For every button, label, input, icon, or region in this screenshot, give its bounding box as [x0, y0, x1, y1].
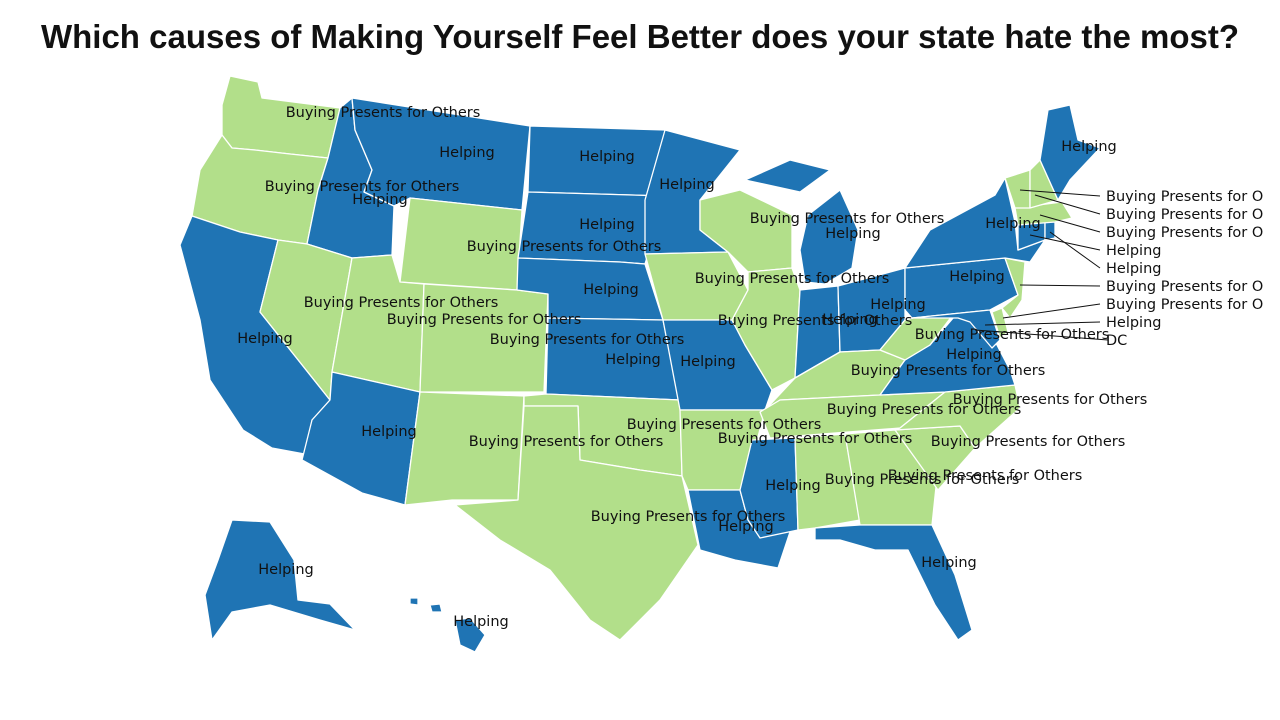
state-label-nm: Buying Presents for Others	[469, 434, 664, 450]
state-label-sc: Buying Presents for Others	[931, 434, 1126, 450]
state-label-ut: Buying Presents for Others	[387, 312, 582, 328]
state-me[interactable]	[1039, 104, 1101, 201]
state-co[interactable]	[419, 283, 549, 393]
state-label-co: Buying Presents for Others	[490, 332, 685, 348]
state-ny[interactable]	[904, 177, 1046, 269]
state-label-ia: Buying Presents for Others	[695, 271, 890, 287]
state-label-ny: Helping	[985, 216, 1040, 232]
state-label-mt: Helping	[439, 145, 494, 161]
leader-line-nh	[1034, 194, 1101, 215]
state-fl[interactable]	[814, 524, 973, 641]
state-label-md: Helping	[1106, 315, 1161, 331]
state-label-ga: Buying Presents for Others	[888, 468, 1083, 484]
leader-line-ma	[1039, 214, 1101, 233]
map-title: Which causes of Making Yourself Feel Bet…	[40, 18, 1240, 55]
leader-line-md	[984, 321, 1101, 326]
state-label-vt: Buying Presents for O	[1106, 189, 1263, 205]
state-label-mi: Helping	[825, 226, 880, 242]
state-label-ri: Helping	[1106, 261, 1161, 277]
state-label-ks: Helping	[605, 352, 660, 368]
state-label-ky: Buying Presents for Others	[851, 363, 1046, 379]
state-label-id: Helping	[352, 192, 407, 208]
state-label-ok: Buying Presents for Others	[627, 417, 822, 433]
state-label-nd: Helping	[579, 149, 634, 165]
state-label-pa: Helping	[949, 269, 1004, 285]
state-label-wy: Buying Presents for Others	[467, 239, 662, 255]
state-label-tn: Buying Presents for Others	[827, 402, 1022, 418]
state-label-sd: Helping	[579, 217, 634, 233]
state-label-va: Helping	[946, 347, 1001, 363]
state-label-ma: Buying Presents for O	[1106, 225, 1263, 241]
state-ri[interactable]	[1044, 221, 1056, 241]
state-label-mn: Helping	[659, 177, 714, 193]
state-label-az: Helping	[361, 424, 416, 440]
state-label-wv: Buying Presents for Others	[915, 327, 1110, 343]
state-label-mo: Helping	[680, 354, 735, 370]
state-label-nc: Buying Presents for Others	[953, 392, 1148, 408]
leader-line-dc	[974, 329, 1109, 341]
leader-line-de	[1002, 303, 1101, 319]
state-label-al: Buying Presents for Others	[825, 472, 1020, 488]
state-label-ne: Helping	[583, 282, 638, 298]
state-label-de: Buying Presents for O	[1106, 297, 1263, 313]
state-tx[interactable]	[454, 405, 699, 641]
state-label-tx: Buying Presents for Others	[591, 509, 786, 525]
state-nm[interactable]	[404, 391, 525, 506]
state-label-fl: Helping	[921, 555, 976, 571]
state-label-nj: Buying Presents for O	[1106, 279, 1263, 295]
state-label-il: Buying Presents for Others	[718, 313, 913, 329]
leader-line-nj	[1019, 284, 1101, 287]
leader-line-vt	[1019, 189, 1101, 197]
state-label-wa: Buying Presents for Others	[286, 105, 481, 121]
state-label-nv: Buying Presents for Others	[304, 295, 499, 311]
state-al[interactable]	[794, 433, 861, 531]
state-label-oh: Helping	[870, 297, 925, 313]
state-label-ms: Helping	[765, 478, 820, 494]
state-ak[interactable]	[204, 519, 356, 641]
state-hi[interactable]	[409, 597, 486, 653]
leader-line-ri	[1049, 231, 1101, 269]
state-label-ct: Helping	[1106, 243, 1161, 259]
state-label-ca: Helping	[237, 331, 292, 347]
state-mi[interactable]	[744, 159, 859, 285]
state-il[interactable]	[731, 267, 801, 391]
state-nj[interactable]	[1001, 257, 1026, 319]
state-label-me: Helping	[1061, 139, 1116, 155]
state-label-nh: Buying Presents for O	[1106, 207, 1263, 223]
state-label-hi: Helping	[453, 614, 508, 630]
state-mt[interactable]	[351, 97, 531, 211]
state-label-la: Helping	[718, 519, 773, 535]
state-label-or: Buying Presents for Others	[265, 179, 460, 195]
state-label-in: Helping	[822, 312, 877, 328]
state-label-ar: Buying Presents for Others	[718, 431, 913, 447]
state-label-ak: Helping	[258, 562, 313, 578]
state-md[interactable]	[911, 309, 1001, 349]
state-label-dc: DC	[1106, 333, 1127, 349]
state-label-wi: Buying Presents for Others	[750, 211, 945, 227]
